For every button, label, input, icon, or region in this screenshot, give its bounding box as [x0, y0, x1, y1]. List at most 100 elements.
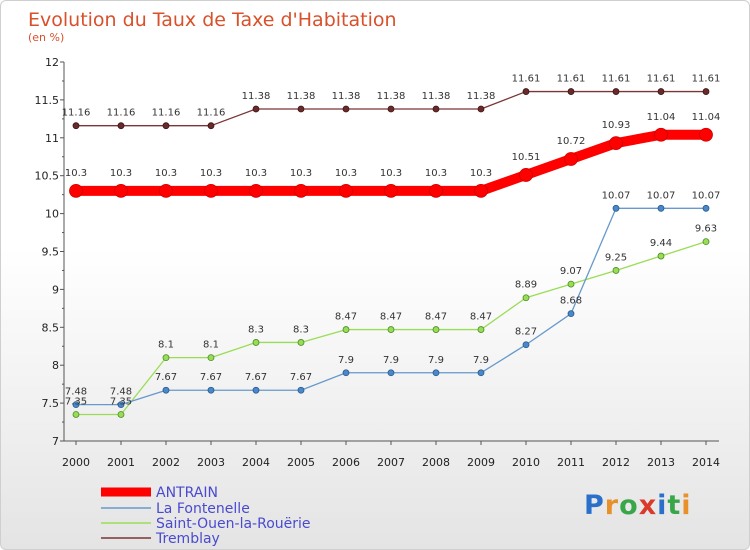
data-label-tremblay: 11.38 — [287, 91, 316, 102]
data-label-antrain: 10.51 — [512, 152, 541, 163]
data-label-antrain: 10.93 — [602, 120, 631, 131]
data-point-la-fontenelle — [567, 310, 575, 318]
series-layer — [69, 88, 713, 418]
data-point-la-fontenelle — [342, 369, 350, 377]
data-label-la-fontenelle: 7.67 — [200, 372, 222, 383]
data-point-la-fontenelle — [477, 369, 485, 377]
data-label-la-fontenelle: 10.07 — [647, 190, 676, 201]
y-tick-label: 9.5 — [42, 246, 60, 259]
logo-letter: P — [584, 490, 605, 521]
data-label-saint-ouen-la-rou-rie: 7.35 — [110, 396, 132, 407]
data-label-antrain: 10.3 — [155, 168, 177, 179]
y-tick-label: 10.5 — [35, 170, 60, 183]
data-point-tremblay — [387, 105, 395, 113]
data-point-antrain — [564, 152, 578, 166]
legend-label-saint-ouen-la-rou-rie: Saint-Ouen-la-Rouërie — [156, 516, 311, 532]
x-tick-label: 2013 — [647, 456, 675, 469]
y-tick-label: 9 — [52, 283, 59, 296]
legend-label-tremblay: Tremblay — [155, 531, 220, 547]
y-tick-label: 8.5 — [42, 321, 60, 334]
data-label-tremblay: 11.38 — [467, 91, 496, 102]
data-point-tremblay — [162, 122, 170, 130]
data-point-antrain — [159, 183, 173, 198]
data-point-tremblay — [657, 88, 665, 95]
data-point-tremblay — [207, 122, 215, 130]
data-point-saint-ouen-la-rou-rie — [252, 339, 260, 346]
x-tick-label: 2005 — [287, 456, 315, 469]
data-point-tremblay — [567, 88, 575, 95]
data-label-antrain: 10.3 — [290, 168, 312, 179]
data-label-antrain: 11.04 — [692, 112, 721, 123]
data-label-antrain: 10.3 — [110, 168, 132, 179]
data-point-antrain — [519, 168, 533, 182]
y-tick-label: 7 — [52, 435, 59, 448]
data-label-tremblay: 11.61 — [647, 74, 676, 85]
data-label-la-fontenelle: 7.9 — [338, 355, 354, 366]
data-label-la-fontenelle: 7.67 — [290, 372, 312, 383]
data-point-saint-ouen-la-rou-rie — [117, 411, 125, 418]
data-point-la-fontenelle — [297, 386, 305, 394]
legend-label-la-fontenelle: La Fontenelle — [156, 501, 250, 517]
data-point-la-fontenelle — [162, 386, 170, 394]
x-tick-label: 2001 — [107, 456, 135, 469]
data-point-saint-ouen-la-rou-rie — [702, 238, 710, 246]
data-point-antrain — [654, 127, 668, 142]
data-point-saint-ouen-la-rou-rie — [387, 326, 395, 333]
data-label-tremblay: 11.16 — [107, 108, 136, 119]
data-point-la-fontenelle — [207, 386, 215, 394]
x-tick-label: 2008 — [422, 456, 450, 469]
chart-title: Evolution du Taux de Taxe d'Habitation — [28, 9, 397, 31]
x-tick-label: 2012 — [602, 456, 630, 469]
x-tick-label: 2011 — [557, 456, 585, 469]
data-label-antrain: 10.3 — [470, 168, 492, 179]
data-point-tremblay — [117, 122, 125, 130]
data-point-tremblay — [342, 105, 350, 113]
axes: 7 7.5 8 8.5 9 9.5 10 10.5 11 11.5 12 2000 2001 2002 20… — [35, 56, 721, 469]
data-label-la-fontenelle: 7.9 — [428, 355, 444, 366]
logo-letter: x — [638, 490, 658, 521]
data-label-antrain: 10.3 — [380, 168, 402, 179]
data-point-saint-ouen-la-rou-rie — [522, 294, 530, 302]
data-point-saint-ouen-la-rou-rie — [162, 354, 170, 362]
data-point-tremblay — [297, 105, 305, 113]
data-point-tremblay — [522, 88, 530, 95]
data-label-saint-ouen-la-rou-rie: 9.07 — [560, 266, 582, 277]
x-tick-label: 2010 — [512, 456, 540, 469]
data-point-antrain — [339, 183, 353, 198]
y-tick-label: 11 — [45, 132, 59, 145]
data-label-saint-ouen-la-rou-rie: 8.47 — [380, 312, 402, 323]
data-point-antrain — [609, 136, 623, 151]
data-point-la-fontenelle — [522, 341, 530, 349]
logo-letter: i — [681, 490, 692, 521]
data-label-la-fontenelle: 7.48 — [110, 387, 132, 398]
data-label-la-fontenelle: 10.07 — [692, 190, 721, 201]
data-label-saint-ouen-la-rou-rie: 8.1 — [158, 340, 174, 351]
data-point-saint-ouen-la-rou-rie — [72, 411, 80, 418]
data-point-la-fontenelle — [612, 204, 620, 212]
data-label-la-fontenelle: 7.48 — [65, 387, 87, 398]
data-label-antrain: 10.3 — [245, 168, 267, 179]
logo-letter: r — [604, 490, 620, 521]
x-tick-label: 2014 — [692, 456, 720, 469]
data-label-la-fontenelle: 7.67 — [155, 372, 177, 383]
x-tick-label: 2007 — [377, 456, 405, 469]
data-label-saint-ouen-la-rou-rie: 9.44 — [650, 238, 672, 249]
data-label-la-fontenelle: 7.9 — [383, 355, 399, 366]
data-label-la-fontenelle: 7.9 — [473, 355, 489, 366]
data-label-antrain: 10.3 — [335, 168, 357, 179]
data-label-tremblay: 11.38 — [332, 91, 361, 102]
data-point-la-fontenelle — [72, 401, 80, 409]
data-label-saint-ouen-la-rou-rie: 8.1 — [203, 340, 219, 351]
data-label-saint-ouen-la-rou-rie: 8.47 — [470, 312, 492, 323]
logo-letter: t — [667, 490, 682, 521]
data-label-saint-ouen-la-rou-rie: 8.47 — [425, 312, 447, 323]
data-label-saint-ouen-la-rou-rie: 8.47 — [335, 312, 357, 323]
data-point-la-fontenelle — [702, 204, 710, 212]
data-point-antrain — [294, 183, 308, 198]
data-label-tremblay: 11.61 — [557, 74, 586, 85]
data-label-tremblay: 11.38 — [377, 91, 406, 102]
data-label-tremblay: 11.61 — [692, 74, 721, 85]
data-point-saint-ouen-la-rou-rie — [432, 326, 440, 333]
